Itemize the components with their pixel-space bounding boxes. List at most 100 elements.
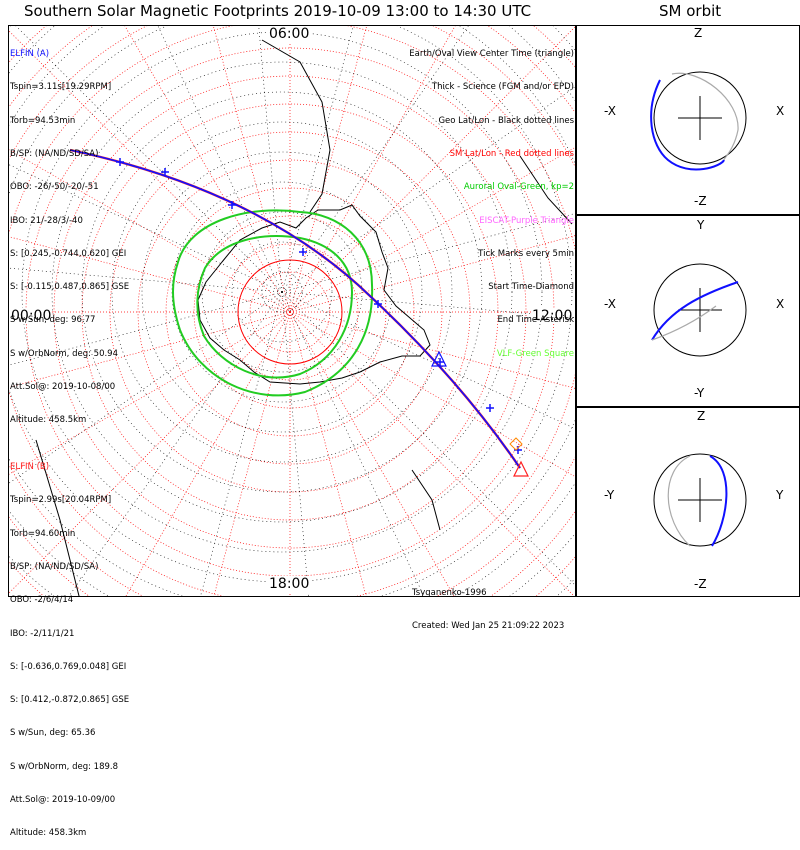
chart-title: Southern Solar Magnetic Footprints 2019-… — [24, 2, 532, 20]
satellite-b-line: S: [0.412,-0.872,0.865] GSE — [10, 695, 130, 706]
orbit3-top-label: Z — [697, 409, 706, 423]
sm-orbit-panels — [650, 71, 747, 547]
sm-lat-circle — [137, 159, 443, 465]
geo-lat-circle — [231, 241, 333, 343]
satellite-b-line: Att.Sol@: 2019-10-09/00 — [10, 795, 116, 805]
satellite-a-line: S: [0.245,-0.744,0.620] GEI — [10, 248, 127, 259]
orbit2-right-label: X — [776, 297, 785, 311]
geo-lat-circle — [51, 61, 513, 523]
satellite-b-line: IBO: -2/11/1/21 — [10, 628, 75, 639]
orbit1-top-label: Z — [694, 26, 703, 40]
satellite-a-line: Att.Sol@: 2019-10-08/00 — [10, 382, 116, 392]
track-tick — [116, 158, 124, 166]
earth-outline — [653, 263, 747, 357]
sm-lon-line — [289, 26, 456, 313]
sm-lon-line — [9, 311, 291, 388]
hour-label-left: 00:00 — [10, 308, 53, 324]
sm-lon-line — [213, 311, 291, 596]
auroral-oval-outer — [172, 209, 374, 397]
sm-lon-line — [124, 26, 291, 313]
satellite-a-line: OBO: -26/-50/-20/-51 — [10, 182, 99, 193]
sm-lon-line — [9, 30, 291, 313]
geo-lat-circle — [171, 181, 393, 403]
satellite-b-name: ELFIN (B) — [10, 462, 50, 473]
sm-lon-line — [289, 311, 575, 477]
orbit1-right-label: X — [776, 104, 785, 118]
geo-lon-line — [281, 26, 354, 293]
geo-lat-circle — [81, 91, 483, 493]
satellite-b-line: Altitude: 458.3km — [10, 828, 87, 839]
orbit-track-a — [651, 281, 739, 341]
hour-label-bottom: 18:00 — [268, 576, 311, 592]
legend-entry: Thick - Science (FGM and/or EPD) — [431, 82, 574, 93]
track-tick — [374, 300, 382, 308]
orbit3-left-label: -Y — [604, 488, 615, 502]
auroral-oval — [172, 209, 374, 397]
sm-lon-line — [289, 311, 455, 596]
geo-lat-circle — [201, 211, 363, 373]
satellite-a-info: ELFIN (A) Tspin=3.11s[19.29RPM] Torb=94.… — [10, 27, 129, 437]
map-legend: Earth/Oval View Center Time (triangle) T… — [409, 27, 574, 371]
orbit-track-b — [671, 72, 739, 161]
orbit2-top-label: Y — [697, 218, 705, 232]
track-tick — [161, 168, 169, 176]
track-tick — [228, 201, 236, 209]
satellite-a-line: S w/OrbNorm, deg: 50.94 — [10, 348, 119, 359]
legend-entry: End Time-Asterisk — [497, 315, 574, 326]
nz-coast — [411, 469, 441, 531]
satellite-a-name: ELFIN (A) — [10, 49, 50, 60]
orbit-title: SM orbit — [659, 2, 722, 20]
sm-lon-line — [9, 149, 291, 313]
sm-lon-line — [289, 235, 575, 313]
satellite-b-line: Tspin=2.99s[20.04RPM] — [10, 495, 112, 506]
geo-lat-circle — [111, 121, 453, 463]
footprint-tracks — [69, 148, 529, 477]
sm-pole-ring — [237, 259, 343, 365]
earth-outline — [653, 71, 747, 165]
sm-lon-line — [213, 26, 291, 313]
orbit2-left-label: -X — [604, 297, 616, 311]
orbit2-bottom-label: -Y — [694, 386, 705, 400]
legend-entry: Earth/Oval View Center Time (triangle) — [409, 49, 574, 60]
created-credit: Created: Wed Jan 25 21:09:22 2023 — [412, 621, 565, 632]
sm-lat-circle — [221, 243, 359, 381]
legend-entry: Tick Marks every 5min — [478, 248, 574, 259]
view-center-triangle-b — [513, 460, 529, 477]
satellite-b-line: S: [-0.636,0.769,0.048] GEI — [10, 661, 127, 672]
satellite-a-line: Tspin=3.11s[19.29RPM] — [10, 82, 112, 93]
orbit-track-a — [650, 79, 725, 171]
legend-entry: EISCAT-Purple Triangle — [479, 215, 574, 226]
legend-entry: Auroral Oval-Green, kp=2 — [463, 182, 574, 193]
satellite-a-line: Torb=94.53min — [10, 115, 76, 126]
sm-lon-line — [9, 236, 291, 313]
satellite-b-line: OBO: -2/6/4/14 — [10, 595, 74, 606]
orbit3-bottom-label: -Z — [694, 577, 707, 591]
main-map-frame — [8, 25, 576, 597]
hour-label-right: 12:00 — [531, 308, 574, 324]
hour-label-top: 06:00 — [268, 26, 311, 42]
orbit-track-b — [667, 455, 691, 547]
satellite-a-line: IBO: 21/-28/3/-40 — [10, 215, 83, 226]
credits: Tsyganenko-1996 Created: Wed Jan 25 21:0… — [412, 566, 564, 644]
africa-coast — [35, 439, 80, 596]
sm-lon-line — [289, 311, 575, 389]
track-a — [69, 149, 521, 469]
track-tick — [514, 446, 522, 454]
satellite-a-line: S: [-0.115,0.487,0.865] GSE — [10, 282, 130, 293]
australia-coast — [519, 155, 573, 225]
orbit1-bottom-label: -Z — [694, 194, 707, 208]
model-credit: Tsyganenko-1996 — [412, 588, 487, 599]
satellite-b-line: S w/OrbNorm, deg: 189.8 — [10, 761, 119, 772]
south-america-coast — [261, 39, 331, 213]
geo-lat-circle — [9, 26, 573, 583]
legend-entry: Geo Lat/Lon - Black dotted lines — [438, 115, 574, 126]
view-center-triangle-a — [431, 350, 447, 367]
satellite-a-line: B/SP: (NA/ND/SD/SA) — [10, 149, 99, 160]
legend-entry: Start Time-Diamond — [488, 282, 574, 293]
geo-lat-circle — [141, 151, 423, 433]
satellite-b-line: Torb=94.60min — [10, 528, 76, 539]
orbit-track-b — [651, 305, 717, 341]
legend-entry: SM Lat/Lon - Red dotted lines — [449, 149, 574, 160]
sm-lat-circle — [53, 75, 527, 549]
sm-lon-line — [289, 311, 367, 596]
